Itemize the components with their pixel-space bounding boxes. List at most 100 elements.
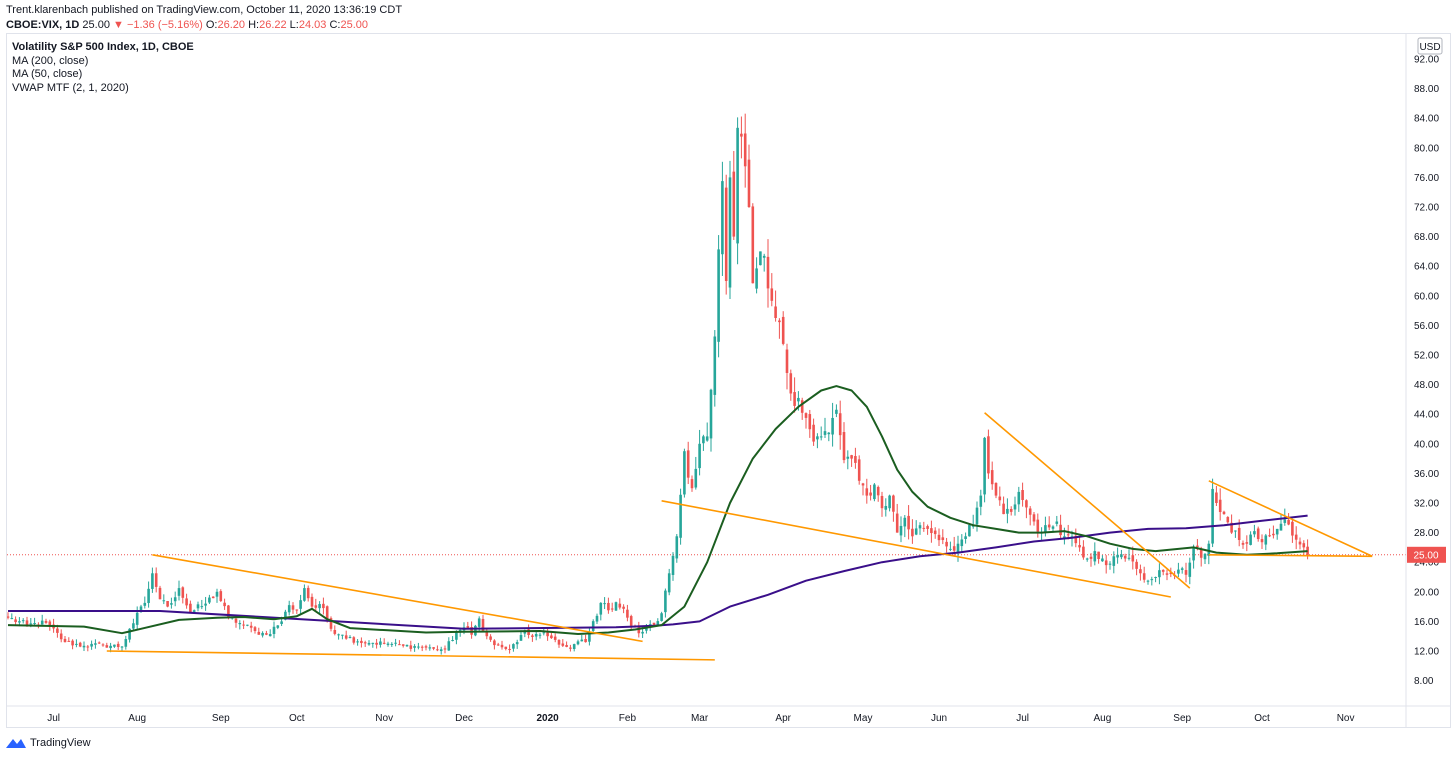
candle-body	[983, 437, 986, 495]
candle-body	[918, 525, 922, 529]
candle-body	[1025, 500, 1028, 508]
candle-body	[1074, 535, 1078, 544]
candle-body	[257, 631, 261, 635]
candle-body	[762, 255, 766, 258]
candle-body	[542, 632, 546, 634]
publish-header: Trent.klarenbach published on TradingVie…	[6, 3, 402, 33]
close-value: 25.00	[340, 19, 368, 31]
candle-body	[1291, 521, 1294, 536]
footer-brand: TradingView	[30, 737, 91, 749]
legend-vwap[interactable]: VWAP MTF (2, 1, 2020)	[12, 81, 129, 94]
candle-body	[291, 605, 295, 610]
candle-body	[1120, 554, 1123, 558]
candle-body	[607, 602, 610, 611]
candle-body	[987, 436, 990, 474]
open-value: 26.20	[217, 19, 246, 31]
candle-body	[432, 647, 435, 649]
candle-body	[59, 633, 63, 640]
candle-body	[694, 468, 698, 488]
candle-body	[401, 644, 405, 646]
candle-body	[892, 495, 895, 512]
candle-body	[128, 628, 131, 640]
candle-body	[884, 505, 888, 510]
x-tick-label: Sep	[1173, 713, 1191, 724]
candle-body	[170, 603, 173, 605]
candle-body	[569, 647, 572, 649]
candle-body	[675, 536, 679, 559]
candle-body	[1256, 528, 1260, 540]
candle-body	[842, 432, 846, 461]
candle-body	[219, 591, 223, 601]
candle-body	[724, 187, 728, 281]
candle-body	[808, 414, 812, 430]
candle-body	[705, 436, 709, 441]
candle-body	[474, 625, 477, 636]
candle-body	[747, 159, 751, 207]
candle-body	[789, 373, 793, 394]
candle-body	[192, 610, 196, 612]
candle-body	[698, 443, 701, 469]
candle-body	[71, 640, 74, 646]
chart-frame[interactable]	[6, 33, 1451, 728]
candle-body	[527, 629, 530, 635]
candle-body	[1260, 539, 1264, 543]
candle-body	[1245, 542, 1249, 544]
candle-body	[1298, 541, 1302, 545]
candle-body	[489, 636, 492, 640]
x-tick-label: May	[854, 713, 873, 724]
candle-body	[534, 634, 538, 637]
candle-body	[926, 526, 929, 529]
candle-body	[242, 624, 245, 626]
candle-body	[1108, 563, 1112, 565]
candle-body	[572, 644, 576, 649]
candle-body	[785, 349, 789, 373]
candle-body	[14, 619, 17, 623]
candle-body	[561, 643, 565, 646]
candle-body	[671, 555, 675, 575]
candle-body	[436, 649, 439, 651]
candle-body	[1146, 580, 1150, 582]
candle-body	[990, 470, 994, 485]
last-price: 25.00	[82, 19, 110, 31]
candle-body	[930, 528, 933, 534]
candle-body	[960, 539, 964, 547]
legend-ma200[interactable]: MA (200, close)	[12, 54, 89, 67]
candle-body	[1177, 569, 1180, 574]
trendline	[1208, 554, 1373, 558]
y-tick-label: 40.00	[1414, 439, 1439, 450]
candle-body	[1165, 573, 1169, 575]
candle-body	[90, 643, 93, 647]
candle-body	[781, 316, 785, 344]
candle-body	[800, 400, 804, 413]
candle-body	[1044, 525, 1047, 532]
price-chart[interactable]: 8.00 12.00 16.00 20.00 24.00 28.00 32.00 36.00 4…	[0, 0, 1456, 735]
close-label: C:	[329, 19, 341, 31]
x-tick-label: 2020	[536, 713, 559, 724]
legend-ma50[interactable]: MA (50, close)	[12, 68, 83, 81]
candle-body	[48, 621, 52, 626]
candle-body	[952, 546, 956, 551]
candle-body	[1207, 543, 1211, 556]
candle-body	[740, 133, 743, 137]
candle-body	[774, 306, 777, 318]
candle-body	[238, 622, 242, 625]
candle-body	[903, 517, 907, 527]
candle-body	[1135, 561, 1138, 569]
candle-body	[67, 640, 71, 642]
candle-body	[318, 604, 321, 609]
candle-body	[728, 177, 732, 288]
candle-body	[234, 618, 238, 623]
candle-body	[1287, 519, 1290, 525]
candle-body	[857, 459, 861, 481]
candle-body	[538, 634, 542, 636]
candle-body	[1249, 534, 1252, 545]
candle-body	[956, 543, 960, 554]
candle-body	[1215, 492, 1218, 503]
candle-body	[1169, 572, 1173, 575]
candle-body	[557, 639, 561, 645]
candle-body	[679, 494, 682, 538]
tradingview-footer[interactable]: TradingView	[6, 737, 91, 749]
x-tick-label: Aug	[128, 713, 146, 724]
x-tick-label: Feb	[619, 713, 637, 724]
candle-body	[641, 631, 644, 634]
